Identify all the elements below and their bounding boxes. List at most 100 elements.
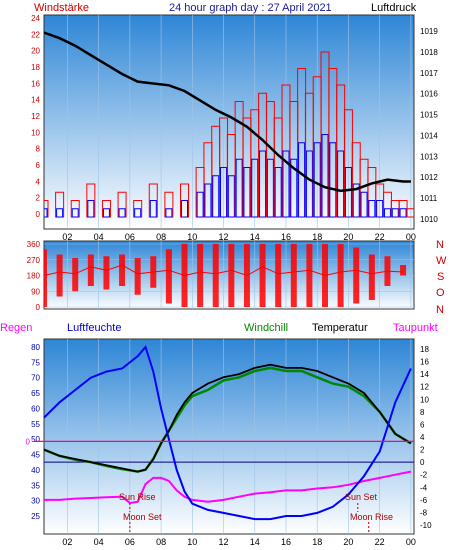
wind-gust-bar (399, 208, 407, 218)
left-tick-label: 0 (36, 303, 41, 312)
sun-set-label: Sun Set (345, 492, 378, 502)
compass-labels: N W S O N (436, 239, 447, 316)
left-tick-label: 70 (31, 374, 40, 383)
pressure-line (44, 31, 411, 193)
x-tick-label: 20 (343, 537, 353, 547)
left-tick-label: 360 (27, 240, 41, 249)
right-tick-label: 1013 (420, 152, 438, 161)
wind-gust-bar (165, 208, 173, 218)
right-tick-label: 18 (420, 345, 429, 354)
right-tick-label: 4 (420, 433, 425, 442)
right-tick-label: -10 (420, 521, 432, 530)
chart-series: 0 (26, 31, 414, 534)
temperature-line (44, 363, 412, 473)
graph-title: 24 hour graph day : 27 April 2021 (169, 2, 332, 14)
moon-rise-label: Moon Rise (350, 512, 393, 522)
left-tick-label: 16 (31, 79, 40, 88)
x-tick-label: 16 (281, 537, 291, 547)
compass-w: W (436, 255, 447, 267)
sun-rise-label: Sun Rise (119, 492, 156, 502)
wind-gust-bar (102, 208, 110, 218)
right-tick-label: 0 (420, 458, 425, 467)
left-tick-label: 12 (31, 112, 40, 121)
wind-speed-bar (406, 208, 414, 218)
left-tick-label: 40 (31, 466, 40, 475)
pressure-axis-title: Luftdruck (371, 2, 417, 14)
wind-gust-bar (243, 167, 251, 218)
wind-gust-bar (321, 134, 329, 218)
left-tick-label: 90 (31, 287, 40, 296)
wind-gust-bar (383, 208, 391, 218)
x-tick-label: 06 (125, 537, 135, 547)
right-tick-label: 1011 (420, 194, 438, 203)
wind-gust-bar (376, 200, 384, 218)
temperature-plot-area (43, 338, 415, 535)
left-tick-label: 18 (31, 63, 40, 72)
x-tick-label: 02 (62, 232, 72, 242)
left-tick-label: 20 (31, 47, 40, 56)
axis-ticks: 02 04 06 08 10 12 14 16 18 20 22 000246810121416182… (27, 14, 439, 547)
wind-gust-bar (235, 158, 243, 218)
legend-windchill: Windchill (244, 322, 288, 334)
x-tick-label: 04 (94, 537, 104, 547)
left-tick-label: 6 (36, 161, 41, 170)
left-tick-label: 65 (31, 389, 40, 398)
wind-gust-bar (44, 208, 48, 218)
right-tick-label: 1015 (420, 111, 438, 120)
x-tick-label: 02 (62, 537, 72, 547)
left-tick-label: 80 (31, 343, 40, 352)
right-tick-label: 1018 (420, 48, 438, 57)
left-tick-label: 60 (31, 404, 40, 413)
x-tick-label: 18 (312, 537, 322, 547)
right-tick-label: 14 (420, 370, 429, 379)
right-tick-label: 16 (420, 358, 429, 367)
wind-gust-bar (259, 150, 267, 218)
wind-gust-bar (391, 208, 399, 218)
left-tick-label: 45 (31, 451, 40, 460)
x-tick-label: 22 (375, 232, 385, 242)
left-tick-label: 35 (31, 481, 40, 490)
x-tick-label: 18 (312, 232, 322, 242)
wind-axis-title: Windstärke (34, 2, 89, 14)
wind-gust-bar (220, 167, 228, 218)
wind-gust-bar (149, 200, 157, 218)
wind-gust-bar (181, 200, 189, 218)
wind-gust-bar (266, 158, 274, 218)
wind-gust-bar (282, 150, 290, 218)
rain-zero-label: 0 (26, 437, 31, 446)
right-tick-label: 12 (420, 383, 429, 392)
left-tick-label: 25 (31, 512, 40, 521)
left-tick-label: 10 (31, 128, 40, 137)
legend-temperature: Temperatur (312, 322, 368, 334)
x-tick-label: 08 (156, 232, 166, 242)
wind-gust-bar (290, 158, 298, 218)
right-tick-label: 6 (420, 420, 425, 429)
left-tick-label: 22 (31, 30, 40, 39)
right-tick-label: 1012 (420, 173, 438, 182)
left-tick-label: 55 (31, 420, 40, 429)
legend-rain: Regen (0, 322, 32, 334)
x-tick-label: 12 (219, 232, 229, 242)
x-tick-label: 14 (250, 537, 260, 547)
wind-gust-bar (305, 150, 313, 218)
wind-gust-bar (212, 175, 220, 218)
compass-s: S (437, 271, 444, 283)
wind-gust-bar (298, 142, 306, 218)
left-tick-label: 30 (31, 497, 40, 506)
right-tick-label: 1016 (420, 90, 438, 99)
x-tick-label: 06 (125, 232, 135, 242)
x-tick-label: 14 (250, 232, 260, 242)
wind-gust-bar (71, 208, 79, 218)
left-tick-label: 14 (31, 96, 40, 105)
moon-set-label: Moon Set (123, 512, 162, 522)
left-tick-label: 4 (36, 177, 41, 186)
humidity-line (44, 344, 412, 521)
compass-n-bottom: N (436, 304, 444, 316)
temperature-series (44, 344, 414, 521)
right-tick-label: -6 (420, 496, 428, 505)
left-tick-label: 50 (31, 435, 40, 444)
left-tick-label: 75 (31, 358, 40, 367)
x-tick-label: 22 (375, 537, 385, 547)
wind-direction-series (44, 244, 407, 307)
compass-n-top: N (436, 239, 444, 251)
